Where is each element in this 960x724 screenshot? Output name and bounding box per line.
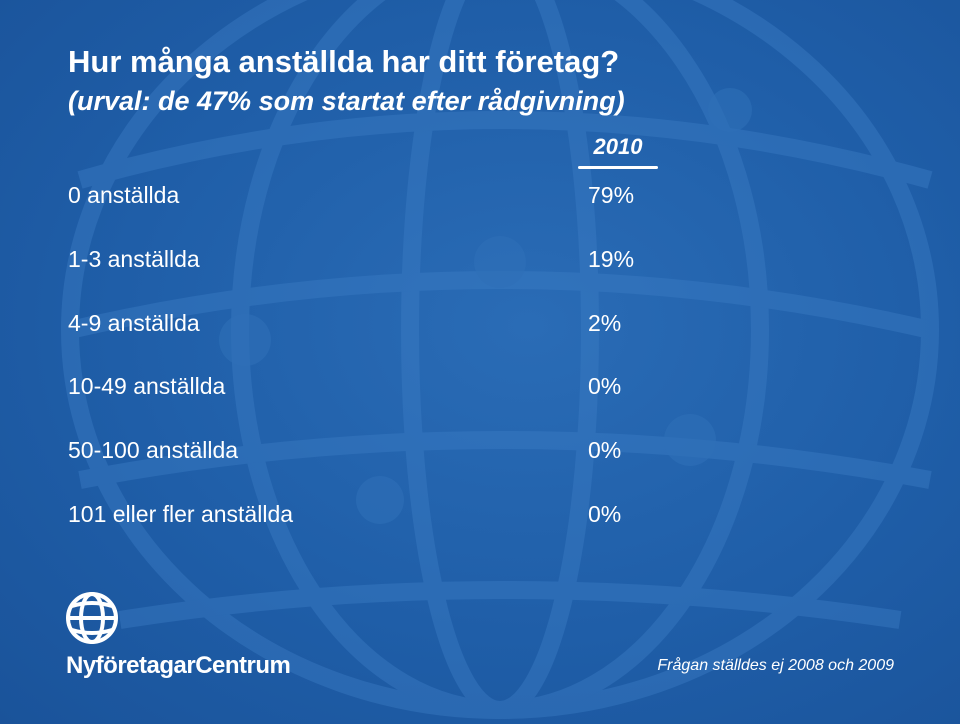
row-label: 1-3 anställda bbox=[68, 246, 200, 272]
row-label: 4-9 anställda bbox=[68, 310, 200, 336]
row-value: 0% bbox=[588, 501, 622, 527]
logo-icon bbox=[66, 592, 118, 644]
row-label: 0 anställda bbox=[68, 182, 180, 208]
row-value: 79% bbox=[588, 182, 635, 208]
row-value: 0% bbox=[588, 437, 622, 463]
row-value: 19% bbox=[588, 246, 635, 272]
row-label: 101 eller fler anställda bbox=[68, 501, 294, 527]
row-label: 10-49 anställda bbox=[68, 373, 226, 399]
column-header: 2010 bbox=[593, 134, 643, 159]
subtitle: (urval: de 47% som startat efter rådgivn… bbox=[68, 86, 625, 116]
row-value: 2% bbox=[588, 310, 622, 336]
title: Hur många anställda har ditt företag? bbox=[68, 44, 620, 79]
header-underline bbox=[578, 166, 658, 169]
row-value: 0% bbox=[588, 373, 622, 399]
brand: NyföretagarCentrum bbox=[66, 652, 291, 679]
row-label: 50-100 anställda bbox=[68, 437, 239, 463]
footnote: Frågan ställdes ej 2008 och 2009 bbox=[657, 657, 894, 674]
